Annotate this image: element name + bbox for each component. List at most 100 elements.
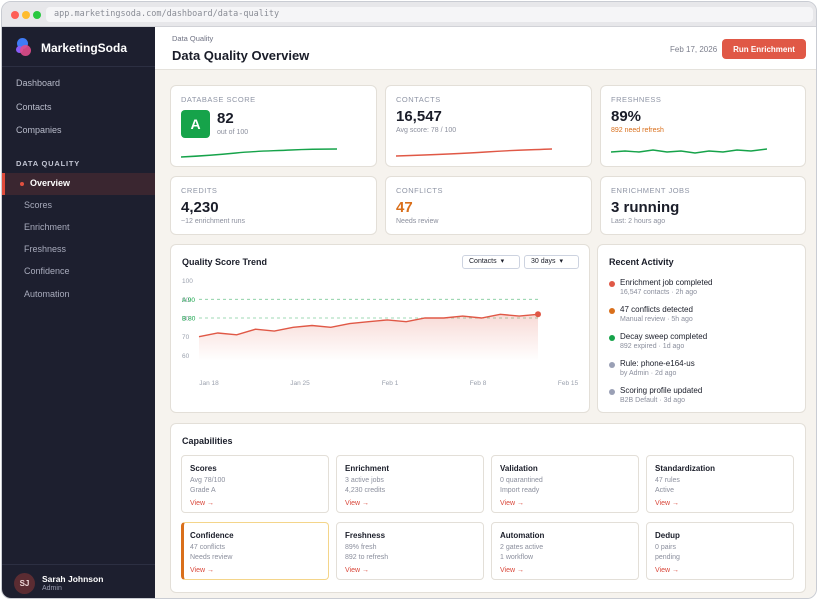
breadcrumb[interactable]: Data Quality [172,34,214,43]
user-name: Sarah Johnson [42,574,104,584]
capability-detail: Grade A [190,487,216,494]
capability-name: Dedup [655,531,680,540]
capability-card-confidence[interactable]: Confidence 47 conflicts Needs review View → [181,522,329,580]
y-tick-label: 90 [182,297,190,304]
capability-card-automation[interactable]: Automation 2 gates active 1 workflow View → [491,522,639,580]
activity-item-meta: by Admin · 2d ago [620,370,677,377]
sidebar-item-dashboard[interactable]: Dashboard [16,78,61,88]
capability-view-link[interactable]: View → [500,500,524,507]
capability-detail: 892 to refresh [345,554,389,561]
capability-card-enrichment[interactable]: Enrichment 3 active jobs 4,230 credits View… [336,455,484,513]
activity-item-meta: 16,547 contacts · 2h ago [620,289,698,296]
brand-logo-icon [16,38,32,58]
address-bar[interactable]: app.marketingsoda.com/dashboard/data-qua… [46,7,813,22]
minimize-window-icon[interactable] [22,11,30,19]
capabilities-card: Capabilities Scores Avg 78/100 Grade A View… [170,423,806,593]
kpi-value: 3 running [611,199,680,216]
activity-status-dot-icon [609,281,615,287]
x-tick-label: Feb 1 [382,380,399,387]
quality-trend-card: Quality Score Trend Contacts ▾ 30 days ▾ 6… [170,244,590,413]
kpi-sub: ~12 enrichment runs [181,218,246,225]
page-title: Data Quality Overview [172,48,310,63]
activity-item-title[interactable]: Enrichment job completed [620,278,713,287]
capability-detail: pending [655,554,680,561]
sidebar-item-contacts[interactable]: Contacts [16,102,52,112]
sidebar-item-enrichment[interactable]: Enrichment [24,222,70,232]
kpi-value: 4,230 [181,199,219,216]
trend-area [199,314,538,361]
capability-card-scores[interactable]: Scores Avg 78/100 Grade A View → [181,455,329,513]
quality-trend-chart: 60 70 80 90 100 A 90 B 80 Jan 18 Jan 25 Feb 1 Feb … [182,278,579,387]
x-tick-label: Jan 25 [290,380,310,387]
brand[interactable]: MarketingSoda [16,37,127,59]
capability-name: Enrichment [345,464,390,473]
capability-view-link[interactable]: View → [345,500,369,507]
activity-item-title[interactable]: 47 conflicts detected [620,305,693,314]
capability-card-dedup[interactable]: Dedup 0 pairs pending View → [646,522,794,580]
run-enrichment-button[interactable]: Run Enrichment [722,39,806,59]
capability-view-link[interactable]: View → [655,500,679,507]
activity-status-dot-icon [609,362,615,368]
capability-stat: 47 rules [655,477,680,484]
capabilities-title: Capabilities [182,436,233,446]
y-tick-label: 60 [182,353,190,360]
sidebar-item-freshness[interactable]: Freshness [24,244,67,254]
activity-item-title[interactable]: Rule: phone-e164-us [620,359,695,368]
x-tick-label: Jan 18 [199,380,219,387]
avatar[interactable]: SJ [14,573,35,594]
capability-card-freshness[interactable]: Freshness 89% fresh 892 to refresh View → [336,522,484,580]
capability-view-link[interactable]: View → [190,500,214,507]
y-tick-label: 100 [182,278,193,285]
chart-title: Quality Score Trend [182,257,268,267]
sidebar-item-companies[interactable]: Companies [16,125,62,135]
capability-card-validation[interactable]: Validation 0 quarantined Import ready View … [491,455,639,513]
main-content: Data Quality Data Quality Overview Feb 1… [155,27,816,598]
sidebar-footer-divider [2,564,155,565]
capability-view-link[interactable]: View → [345,567,369,574]
kpi-label: FRESHNESS [611,95,662,104]
entity-filter-select[interactable]: Contacts ▾ [462,255,520,269]
activity-item-meta: Manual review · 5h ago [620,316,693,323]
activity-item-title[interactable]: Decay sweep completed [620,332,708,341]
capability-name: Standardization [655,464,716,473]
sparkline-database-score [181,148,337,158]
capability-stat: 89% fresh [345,544,377,551]
kpi-enrichment-jobs: ENRICHMENT JOBS 3 running Last: 2 hours … [600,176,806,235]
close-window-icon[interactable] [11,11,19,19]
threshold-label: B 80 [182,316,196,323]
sidebar-item-scores[interactable]: Scores [24,200,53,210]
activity-item-title[interactable]: Scoring profile updated [620,386,703,395]
capability-view-link[interactable]: View → [500,567,524,574]
threshold-label: A 90 [182,297,195,304]
activity-status-dot-icon [609,389,615,395]
capability-view-link[interactable]: View → [655,567,679,574]
trend-latest-point[interactable] [535,311,541,318]
capability-name: Confidence [190,531,234,540]
capability-stat: 3 active jobs [345,477,384,484]
kpi-credits: CREDITS 4,230 ~12 enrichment runs [170,176,377,235]
range-filter-select[interactable]: 30 days ▾ [524,255,579,269]
kpi-sub: out of 100 [217,129,249,136]
x-tick-label: Feb 15 [558,380,579,387]
capability-detail: Active [655,487,675,494]
sidebar-item-overview[interactable]: Overview [2,173,155,195]
maximize-window-icon[interactable] [33,11,41,19]
kpi-sub: Last: 2 hours ago [611,218,666,225]
chevron-down-icon: ▾ [559,258,564,265]
capability-name: Freshness [345,531,386,540]
sidebar-item-confidence[interactable]: Confidence [24,266,70,276]
sidebar-item-automation[interactable]: Automation [24,289,70,299]
kpi-database-score: DATABASE SCORE A 82 out of 100 [170,85,377,167]
sparkline-contacts [396,148,552,157]
kpi-freshness: FRESHNESS 89% 892 need refresh [600,85,806,167]
y-tick-label: 70 [182,334,190,341]
sidebar-divider [2,66,155,67]
capability-card-standardization[interactable]: Standardization 47 rules Active View → [646,455,794,513]
activity-status-dot-icon [609,335,615,341]
capability-detail: 1 workflow [500,554,534,561]
kpi-value: 89% [611,108,642,125]
capability-stat: 2 gates active [500,544,544,551]
capability-view-link[interactable]: View → [190,567,214,574]
activity-status-dot-icon [609,308,615,314]
